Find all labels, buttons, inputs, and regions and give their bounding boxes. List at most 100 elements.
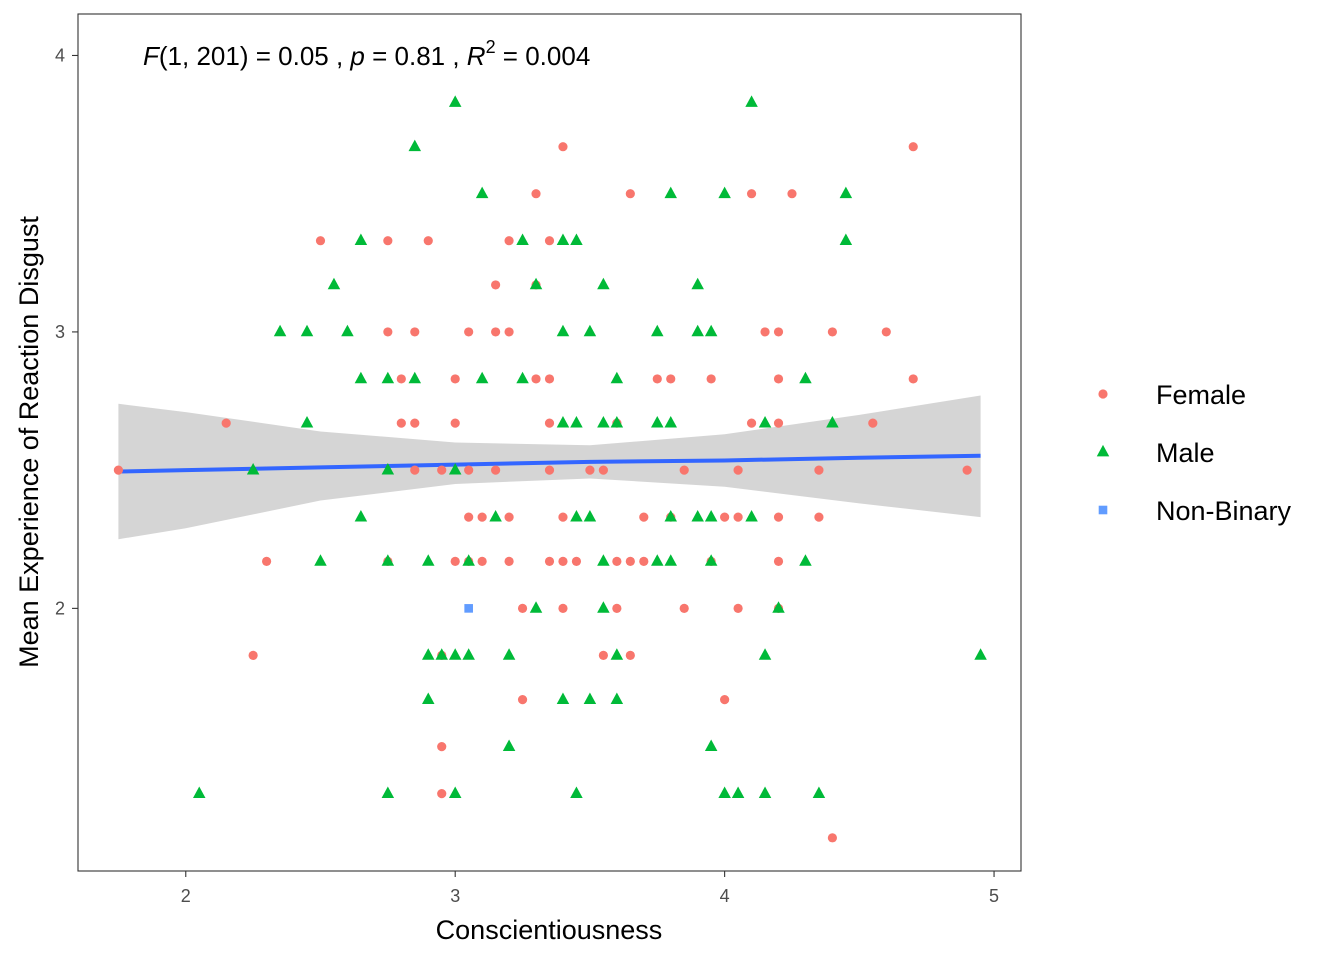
point-female bbox=[773, 556, 784, 566]
point-female bbox=[760, 327, 770, 337]
legend-key-female bbox=[1098, 389, 1108, 399]
point-male bbox=[354, 510, 368, 522]
point-male bbox=[381, 786, 395, 798]
point-female bbox=[437, 788, 447, 799]
point-male bbox=[408, 139, 422, 152]
point-female bbox=[787, 189, 797, 199]
point-female bbox=[544, 465, 555, 475]
point-female bbox=[221, 418, 231, 428]
x-tick-label: 2 bbox=[181, 886, 191, 906]
point-male bbox=[529, 601, 543, 613]
point-female bbox=[827, 327, 838, 337]
point-female bbox=[504, 556, 514, 566]
data-points-layer bbox=[113, 95, 987, 843]
point-female bbox=[679, 465, 689, 475]
point-female bbox=[262, 556, 272, 566]
point-female bbox=[491, 327, 501, 337]
point-male bbox=[597, 277, 610, 290]
point-female bbox=[464, 465, 474, 475]
point-male bbox=[772, 601, 785, 613]
point-male bbox=[704, 510, 718, 522]
point-female bbox=[517, 695, 528, 705]
stats-p-value: = 0.81 , bbox=[365, 41, 467, 71]
point-female bbox=[625, 650, 635, 660]
point-male bbox=[475, 186, 489, 199]
point-female bbox=[827, 833, 838, 843]
point-female bbox=[773, 418, 784, 428]
point-female bbox=[612, 603, 622, 613]
point-female bbox=[558, 512, 568, 522]
point-male bbox=[448, 648, 462, 660]
point-female bbox=[639, 512, 649, 522]
point-male bbox=[381, 371, 395, 384]
point-male bbox=[758, 786, 772, 798]
point-female bbox=[558, 603, 568, 613]
point-female bbox=[881, 327, 891, 337]
stats-p-label: p bbox=[349, 41, 364, 71]
point-female bbox=[450, 556, 460, 566]
point-female bbox=[504, 327, 514, 337]
point-male bbox=[758, 416, 772, 428]
y-tick-label: 2 bbox=[55, 598, 65, 618]
point-female bbox=[598, 650, 608, 660]
point-male bbox=[556, 324, 570, 337]
point-female bbox=[410, 418, 420, 428]
point-female bbox=[113, 465, 124, 475]
point-male bbox=[475, 371, 489, 384]
point-female bbox=[746, 189, 757, 199]
point-female bbox=[666, 374, 676, 384]
point-male bbox=[422, 554, 435, 566]
stats-f-label: F bbox=[143, 41, 161, 71]
point-female bbox=[733, 603, 743, 613]
point-female bbox=[733, 465, 743, 475]
point-female bbox=[491, 280, 501, 290]
point-female bbox=[585, 465, 595, 475]
point-male bbox=[354, 371, 368, 384]
point-male bbox=[691, 510, 704, 522]
point-male bbox=[664, 554, 677, 566]
point-male bbox=[462, 554, 475, 566]
point-male bbox=[691, 277, 704, 290]
point-female bbox=[598, 465, 608, 475]
point-male bbox=[516, 233, 529, 246]
point-female bbox=[558, 556, 568, 566]
point-male bbox=[408, 371, 422, 384]
point-male bbox=[502, 648, 516, 660]
point-female bbox=[868, 418, 878, 428]
point-female bbox=[248, 650, 258, 660]
point-female bbox=[558, 142, 568, 152]
point-male bbox=[192, 786, 206, 798]
x-tick-label: 3 bbox=[450, 886, 460, 906]
point-female bbox=[423, 236, 433, 246]
point-female bbox=[477, 512, 487, 522]
point-female bbox=[773, 374, 784, 384]
point-male bbox=[246, 463, 260, 475]
point-male bbox=[651, 324, 664, 337]
point-male bbox=[691, 324, 704, 337]
point-male bbox=[314, 554, 327, 566]
point-male bbox=[556, 233, 570, 246]
point-female bbox=[531, 374, 541, 384]
regression-line bbox=[118, 453, 981, 474]
point-male bbox=[799, 371, 812, 384]
point-female bbox=[410, 465, 420, 475]
point-female bbox=[720, 695, 730, 705]
point-male bbox=[597, 554, 610, 566]
x-axis-title: Conscientiousness bbox=[436, 915, 663, 945]
legend: Female Male Non-Binary bbox=[1096, 380, 1292, 526]
point-male bbox=[556, 692, 570, 704]
point-female bbox=[504, 236, 514, 246]
point-male bbox=[610, 692, 624, 704]
point-female bbox=[773, 327, 784, 337]
legend-label-non-binary: Non-Binary bbox=[1156, 496, 1292, 526]
point-male bbox=[839, 233, 853, 246]
regression-line-layer bbox=[118, 453, 981, 474]
point-female bbox=[706, 374, 716, 384]
point-male bbox=[974, 648, 987, 660]
point-female bbox=[396, 418, 406, 428]
point-male bbox=[610, 371, 624, 384]
point-male bbox=[381, 463, 395, 475]
point-male bbox=[664, 416, 677, 428]
point-male bbox=[570, 786, 583, 798]
point-male bbox=[583, 324, 597, 337]
